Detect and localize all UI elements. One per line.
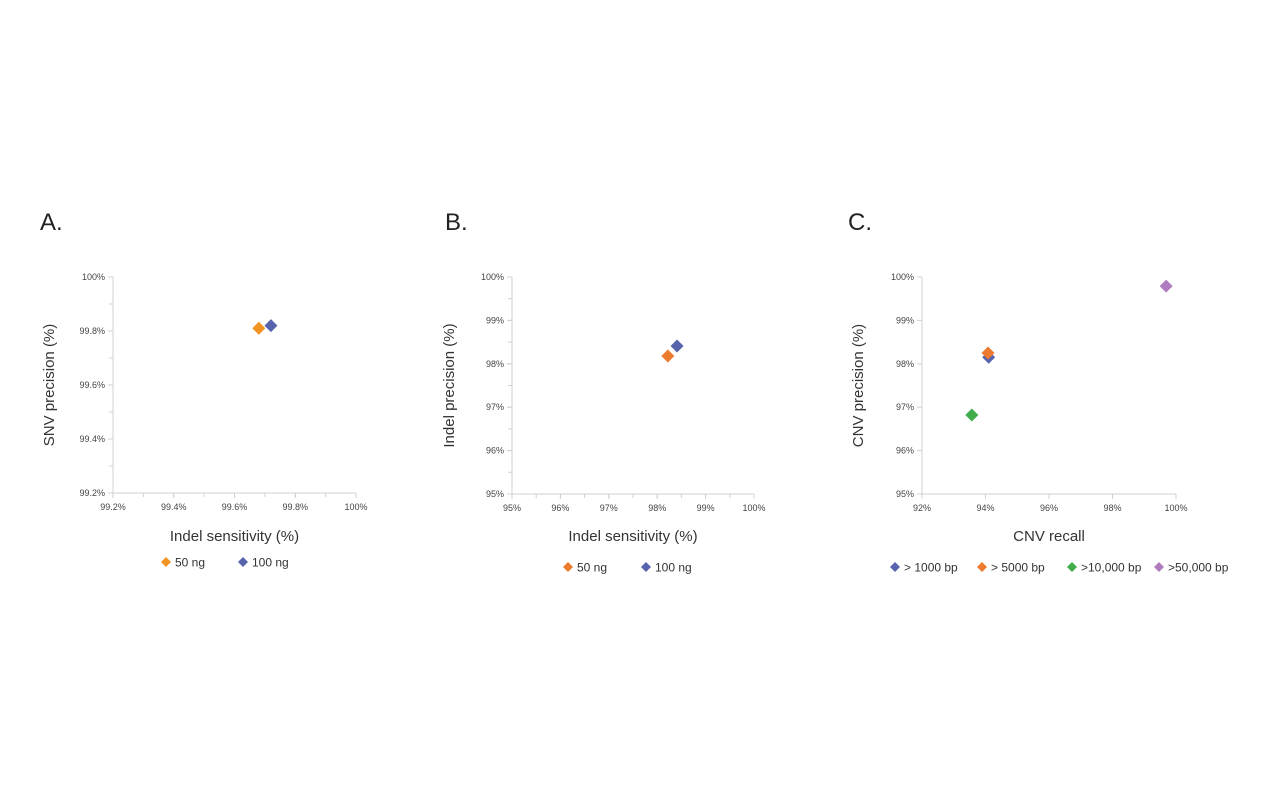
legend-marker: [1067, 562, 1077, 572]
y-tick-label: 96%: [896, 446, 914, 456]
x-tick-label: 99.6%: [222, 502, 248, 512]
data-point: [661, 349, 675, 363]
y-tick-label: 100%: [481, 272, 504, 282]
legend-marker: [238, 557, 248, 567]
y-tick-label: 99.6%: [79, 380, 105, 390]
y-axis-title: SNV precision (%): [41, 324, 58, 447]
panel-label: B.: [445, 209, 468, 236]
y-tick-label: 98%: [896, 359, 914, 369]
x-tick-label: 98%: [1103, 503, 1121, 513]
y-tick-label: 95%: [486, 489, 504, 499]
legend-label: 50 ng: [577, 561, 607, 575]
legend-marker: [641, 562, 651, 572]
chart-panel-a: A. 99.2% 99.4% 99.6% 99.8% 100% 99.2% 99.4% 99.6…: [40, 209, 368, 570]
data-point: [965, 408, 979, 422]
y-tick-label: 99%: [896, 315, 914, 325]
y-axis-title: Indel precision (%): [441, 323, 458, 447]
y-tick-label: 100%: [82, 272, 105, 282]
y-tick-label: 99.4%: [79, 434, 105, 444]
data-point: [264, 319, 278, 333]
legend-marker: [977, 562, 987, 572]
chart-panel-c: C. 92% 94% 96% 98% 100% 95% 96% 97% 98% 99% 100% CNV…: [848, 209, 1229, 575]
x-tick-label: 97%: [600, 503, 618, 513]
legend-marker: [161, 557, 171, 567]
legend-label: > 1000 bp: [904, 561, 958, 575]
y-tick-label: 96%: [486, 446, 504, 456]
y-tick-label: 100%: [891, 272, 914, 282]
y-axis-title: CNV precision (%): [850, 324, 867, 447]
y-tick-label: 97%: [486, 402, 504, 412]
x-tick-label: 99.2%: [100, 502, 126, 512]
x-tick-label: 94%: [976, 503, 994, 513]
x-tick-label: 92%: [913, 503, 931, 513]
y-tick-label: 99.2%: [79, 488, 105, 498]
data-point: [1159, 279, 1173, 293]
x-tick-label: 100%: [344, 502, 367, 512]
legend-label: > 5000 bp: [991, 561, 1045, 575]
x-axis-title: Indel sensitivity (%): [170, 528, 299, 545]
x-tick-label: 99.4%: [161, 502, 187, 512]
y-tick-label: 98%: [486, 359, 504, 369]
legend-marker: [1154, 562, 1164, 572]
y-tick-label: 97%: [896, 402, 914, 412]
y-tick-label: 95%: [896, 489, 914, 499]
legend-label: 100 ng: [655, 561, 692, 575]
y-tick-label: 99%: [486, 315, 504, 325]
x-tick-label: 99%: [697, 503, 715, 513]
x-tick-label: 96%: [1040, 503, 1058, 513]
y-tick-label: 99.8%: [79, 326, 105, 336]
x-tick-label: 100%: [1164, 503, 1187, 513]
x-axis-title: Indel sensitivity (%): [568, 528, 697, 545]
x-tick-label: 99.8%: [282, 502, 308, 512]
legend-label: >10,000 bp: [1081, 561, 1142, 575]
data-point: [670, 339, 684, 353]
legend-label: >50,000 bp: [1168, 561, 1229, 575]
panel-label: A.: [40, 209, 63, 236]
legend-label: 100 ng: [252, 556, 289, 570]
legend-label: 50 ng: [175, 556, 205, 570]
x-tick-label: 98%: [648, 503, 666, 513]
panel-label: C.: [848, 209, 872, 236]
x-axis-title: CNV recall: [1013, 528, 1085, 545]
x-tick-label: 95%: [503, 503, 521, 513]
x-tick-label: 96%: [551, 503, 569, 513]
legend-marker: [563, 562, 573, 572]
x-tick-label: 100%: [742, 503, 765, 513]
data-point: [981, 346, 995, 360]
data-point: [252, 321, 266, 335]
legend-marker: [890, 562, 900, 572]
chart-panel-b: B. 95% 96% 97% 98% 99% 100% 95% 96% 97% 98% 99% 100%…: [441, 209, 766, 575]
